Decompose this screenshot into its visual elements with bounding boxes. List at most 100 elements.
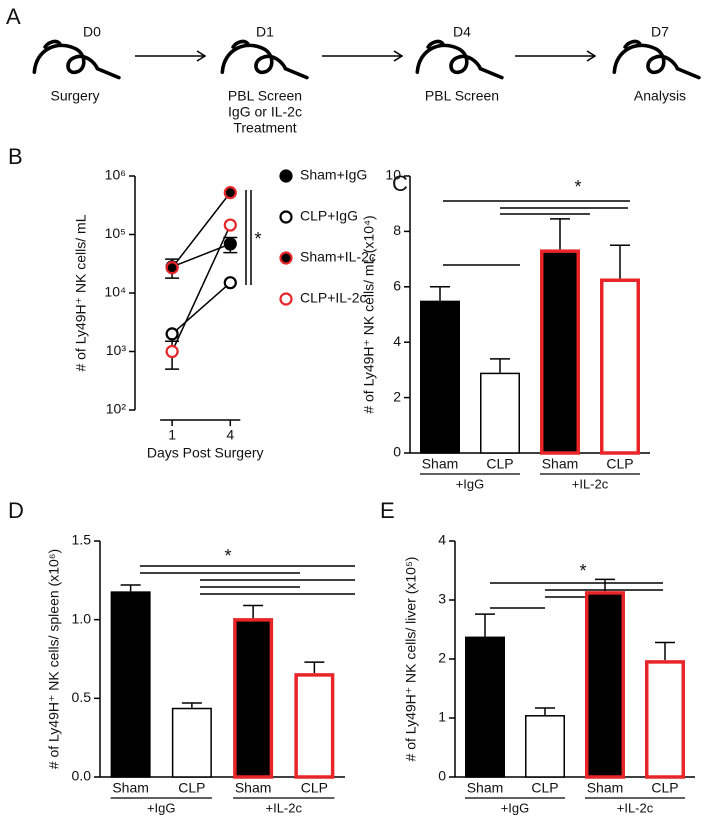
panel-bar: D 0.0 0.5 1.0 1.5 # of Ly49H⁺ NK cells/ splee… [8,498,355,815]
y-axis-label: # of Ly49H⁺ NK cells/ mL (x10⁴) [361,215,377,413]
x-tick-label: CLP [486,456,513,472]
y-tick-label: 4 [438,532,446,548]
day-label: D0 [83,24,101,40]
y-tick-label: 10² [106,401,127,417]
panel-label: D [8,498,24,523]
x-tick-label: 1 [168,427,176,443]
bar [540,249,580,455]
series-line [171,282,231,335]
error-bar [243,604,264,619]
y-tick-label: 10⁴ [104,284,126,300]
x-tick-label: CLP [301,780,328,796]
y-tick-label: 2 [438,650,446,666]
y-tick-label: 4 [393,333,401,349]
legend-label: CLP+IgG [300,208,358,224]
y-tick-label: 10⁶ [105,167,126,183]
error-bar [430,286,450,301]
x-tick-label: CLP [651,780,678,796]
group-label: +IgG [456,476,485,491]
bar [420,300,460,454]
significance-star: * [579,561,586,581]
bar [465,636,505,778]
x-tick-label: Sham [112,780,149,796]
mouse-icon [32,39,121,80]
y-axis-label: # of Ly49H⁺ NK cells/ liver (x10⁵) [403,557,419,762]
legend-label: Sham+IL-2c [300,249,376,265]
arrow [135,50,207,62]
day-label: D1 [256,24,274,40]
x-tick-label: Sham [587,780,624,796]
legend-marker [279,210,293,224]
mouse-icon [415,39,504,80]
x-tick-label: Sham [542,456,579,472]
x-tick-label: Sham [235,780,272,796]
panel-label: B [8,144,23,169]
error-bar [550,218,570,250]
bar [233,618,274,779]
legend-label: CLP+IL-2c [300,290,367,306]
y-axis-label: # of Ly49H⁺ NK cells/ spleen (x10⁶) [46,549,62,769]
step-caption: PBL Screen [425,88,499,104]
y-tick-label: 1.5 [72,532,92,548]
step-caption: Surgery [50,88,99,104]
error-bar [610,244,630,279]
bar [171,707,212,778]
series-line [171,224,231,352]
y-tick-label: 1.0 [72,610,92,626]
error-bar [475,613,495,637]
bar [600,278,640,455]
y-tick-label: 0.0 [72,768,92,784]
significance-star: * [254,229,261,249]
bar [585,591,625,779]
legend-marker [279,292,293,306]
x-tick-label: Sham [467,780,504,796]
day-label: D7 [651,24,669,40]
arrow [322,50,404,62]
group-label: +IL-2c [572,476,609,491]
y-tick-label: 0.5 [72,689,92,705]
panel-label: E [380,498,395,523]
x-axis-label: Days Post Surgery [147,445,264,461]
legend-marker [279,251,293,265]
data-point [165,344,179,359]
x-tick-label: CLP [606,456,633,472]
y-axis-label: # of Ly49H⁺ NK cells/ mL [73,214,89,371]
y-tick-label: 10³ [106,342,127,358]
error-bar [181,702,202,708]
x-tick-label: 4 [226,427,234,443]
legend-marker [279,169,293,183]
data-point [223,186,237,200]
step-caption: Analysis [634,88,686,104]
error-bar [490,358,510,373]
panel-bar: E 0 1 2 3 4 # of Ly49H⁺ NK cells/ liver (x10⁵)… [380,498,695,815]
y-tick-label: 8 [393,222,401,238]
bar [645,660,685,779]
error-bar [595,578,615,592]
schematic: A D0 D1 D4 D7 Surgery PBL Screen IgG or … [6,4,701,136]
day-label: D4 [453,24,471,40]
data-point [165,327,179,341]
group-label: +IgG [147,800,176,815]
x-tick-label: CLP [531,780,558,796]
mouse-icon [612,39,701,80]
bar [294,673,335,779]
error-bar [120,584,141,592]
arrow [515,50,597,62]
bar [480,372,520,454]
panel-line: B 10² 10³ 10⁴ 10⁵ 10⁶ # of Ly49H⁺ NK cells/ mL… [8,144,376,461]
group-label: +IL-2c [617,800,654,815]
error-bar [535,707,555,716]
y-tick-label: 10 [385,167,401,183]
group-label: +IL-2c [266,800,303,815]
panel-label: C [392,171,408,196]
significance-star: * [574,177,581,197]
data-point [165,261,179,275]
bar [110,591,151,778]
x-tick-label: CLP [178,780,205,796]
step-caption: PBL Screen [228,88,302,104]
panel-bar: C 0 2 4 6 8 10 # of Ly49H⁺ NK cells/ mL (x10⁴) *… [361,167,650,491]
step-caption: Treatment [233,120,296,136]
y-tick-label: 3 [438,591,446,607]
step-caption: IgG or IL-2c [228,104,302,120]
